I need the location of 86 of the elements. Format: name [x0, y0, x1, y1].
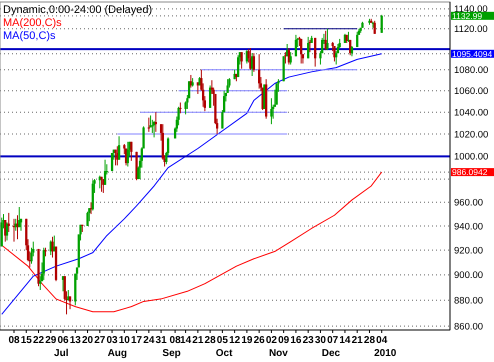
- y-tick-label: 1080.00: [454, 65, 488, 76]
- x-tick-label: 27: [94, 335, 106, 346]
- y-tick-label: 900.00: [454, 270, 484, 282]
- x-tick-label: 20: [82, 335, 94, 346]
- candlestick: [314, 37, 316, 68]
- x-tick-label: 24: [143, 335, 155, 346]
- candlestick: [307, 36, 310, 59]
- x-tick-label: 03: [106, 335, 118, 346]
- y-tick-label: 1132.99: [452, 10, 482, 21]
- candlestick: [151, 119, 154, 134]
- x-tick-label: 07: [327, 335, 339, 346]
- x-tick-label: 14: [339, 335, 351, 346]
- y-tick-label: 880.00: [454, 295, 484, 306]
- x-tick-label: 21: [352, 335, 364, 346]
- x-tick-label: 31: [156, 335, 168, 346]
- x-tick-label: 28: [204, 335, 216, 346]
- candlestick: [335, 50, 338, 66]
- x2-tick-label: 2010: [374, 348, 397, 359]
- x-tick-label: 21: [192, 335, 204, 346]
- y-tick-label: 960.00: [454, 198, 484, 209]
- x-tick-label: 04: [376, 335, 388, 346]
- x-tick-label: 12: [229, 335, 241, 346]
- x-tick-label: 29: [45, 335, 57, 346]
- candlestick: [126, 141, 129, 168]
- x-tick-label: 06: [57, 335, 70, 346]
- x-tick-label: 14: [180, 335, 192, 346]
- candlestick: [148, 117, 150, 132]
- candlestick: [226, 78, 229, 94]
- x-tick-label: 02: [266, 335, 278, 346]
- candlestick: [8, 212, 10, 232]
- x-tick-label: 22: [32, 335, 45, 346]
- y-tick-label: 940.00: [454, 221, 484, 232]
- candlestick: [356, 31, 358, 48]
- y-tick-label: 920.00: [454, 245, 484, 256]
- candlestick: [18, 206, 20, 228]
- x-tick-label: 28: [364, 335, 376, 346]
- y-tick-label: 1000.00: [454, 152, 488, 163]
- x-tick-label: 08: [170, 335, 182, 346]
- text: MA(200,C)s: [3, 17, 62, 29]
- x-tick-label: 05: [216, 335, 228, 346]
- y-tick-label: 1060.00: [454, 86, 488, 98]
- x-tick-label: 10: [118, 335, 130, 346]
- y-tick-label: 860.00: [454, 321, 484, 332]
- x2-tick-label: Nov: [268, 348, 288, 359]
- y-tick-label: 1120.00: [454, 24, 488, 36]
- candlestick: [290, 52, 292, 66]
- candlestick: [276, 82, 278, 106]
- candlestick: [258, 54, 260, 90]
- candlestick: [236, 54, 240, 78]
- x2-tick-label: Sep: [162, 348, 181, 359]
- line-series: [1, 172, 382, 312]
- x-tick-label: 16: [290, 335, 302, 346]
- x-tick-label: 09: [278, 335, 290, 346]
- x-tick-label: 19: [241, 335, 253, 346]
- x2-tick-label: Jul: [54, 348, 69, 359]
- candlestick: [42, 247, 45, 280]
- candlestick: [102, 178, 104, 194]
- y-tick-label: 1040.00: [454, 108, 488, 119]
- x-tick-label: 15: [20, 335, 32, 346]
- x-tick-label: 30: [314, 335, 326, 346]
- candlestick: [208, 84, 212, 108]
- candlestick: [286, 43, 288, 57]
- x2-tick-label: Aug: [108, 348, 128, 359]
- candlestick: [380, 14, 383, 34]
- candlestick: [154, 112, 157, 132]
- text: MA(50,C)s: [3, 30, 56, 42]
- candlestick: [300, 38, 302, 64]
- candlestick: [324, 30, 327, 51]
- chart-title: Dynamic,0:00-24:00 (Delayed): [3, 4, 152, 16]
- line-series: [1, 53, 382, 315]
- x-tick-label: 13: [70, 335, 82, 346]
- y-tick-label: 986.0942: [452, 167, 488, 178]
- x-tick-label: 17: [131, 335, 143, 346]
- candlestick: [374, 20, 376, 34]
- x2-tick-label: Oct: [216, 348, 234, 359]
- x-tick-label: 23: [302, 335, 314, 346]
- x-tick-label: 08: [8, 335, 20, 346]
- y-tick-label: 1020.00: [454, 129, 488, 140]
- y-tick-label: 1095.4094: [452, 48, 492, 59]
- candlestick: [179, 102, 182, 114]
- candlestick: [39, 276, 42, 291]
- x2-tick-label: Dec: [322, 348, 341, 359]
- x-tick-label: 26: [254, 335, 266, 346]
- candlestick: [338, 38, 341, 49]
- candlestick: [50, 240, 52, 256]
- candlestick: [284, 52, 287, 64]
